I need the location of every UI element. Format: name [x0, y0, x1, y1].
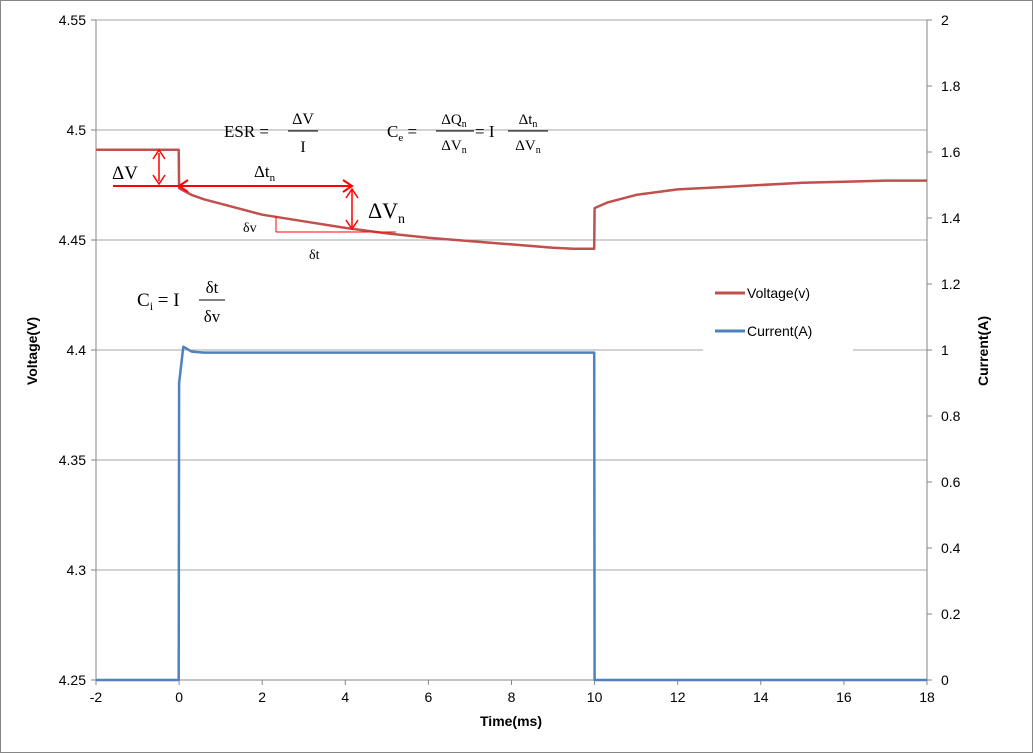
x-tick-label-7: 12 [670, 689, 686, 705]
y2-tick-label-4: 0.8 [941, 408, 961, 424]
y2-tick-label-7: 1.4 [941, 210, 961, 226]
esr-equation: ESR = ΔV I [224, 111, 318, 156]
y2-tick-label-1: 0.2 [941, 606, 961, 622]
y2-tick-label-2: 0.4 [941, 540, 961, 556]
y2-tick-label-0: 0 [941, 672, 949, 688]
x-tick-label-1: 0 [175, 689, 183, 705]
x-tick-label-4: 6 [425, 689, 433, 705]
y2-tick-label-6: 1.2 [941, 276, 961, 292]
x-axis-title: Time(ms) [480, 713, 542, 729]
legend-background [703, 270, 853, 354]
y2-tick-label-5: 1 [941, 342, 949, 358]
ce-lhs: Ce = [387, 122, 417, 144]
esr-lhs: ESR = [224, 122, 269, 141]
y-tick-labels: 4.25 4.3 4.35 4.4 4.45 4.5 4.55 [59, 12, 96, 688]
x-tick-label-10: 18 [919, 689, 935, 705]
ce-den1: ΔVn [441, 138, 466, 156]
x-tick-label-0: -2 [90, 689, 103, 705]
small-dv-label: δv [243, 221, 257, 236]
delta-tn-arrowhead-left [177, 179, 189, 193]
y-tick-label-5: 4.5 [67, 122, 87, 138]
ci-equation: Ci = I δt δv [137, 278, 225, 326]
delta-tn-label: Δtn [254, 162, 276, 184]
delta-vn-arrowhead-bottom [345, 219, 359, 231]
y2-tick-label-10: 2 [941, 12, 949, 28]
ci-numerator: δt [206, 278, 219, 297]
y2-tick-label-8: 1.6 [941, 144, 961, 160]
y2-tick-label-9: 1.8 [941, 78, 961, 94]
legend: Voltage(v) Current(A) [703, 270, 853, 354]
esr-denominator: I [300, 139, 305, 156]
series-line-current-a [96, 345, 927, 682]
x-tick-label-8: 14 [753, 689, 769, 705]
y-tick-label-0: 4.25 [59, 672, 86, 688]
ci-lhs: Ci = I [137, 290, 180, 313]
delta-vn-arrowhead-top [345, 187, 359, 199]
delta-v-label: ΔV [112, 163, 138, 184]
y-tick-label-3: 4.4 [67, 342, 87, 358]
delta-v-arrowhead-bottom [152, 174, 166, 186]
annotations: ESR = ΔV I Ce = ΔQn ΔVn = I Δtn ΔVn Ci =… [112, 111, 548, 326]
ce-mid: = I [475, 122, 495, 141]
y-axis-title: Voltage(V) [24, 317, 40, 385]
y2-tick-labels: 0 0.2 0.4 0.6 0.8 1 1.2 1.4 1.6 1.8 2 [927, 12, 961, 688]
x-tick-label-9: 16 [836, 689, 852, 705]
ce-num1: ΔQn [441, 112, 466, 130]
ce-equation: Ce = ΔQn ΔVn = I Δtn ΔVn [387, 112, 548, 156]
y2-tick-label-3: 0.6 [941, 474, 961, 490]
delta-v-arrowhead-top [152, 148, 166, 160]
ci-denominator: δv [204, 307, 221, 326]
ce-num2: Δtn [519, 112, 538, 130]
x-tick-label-2: 2 [258, 689, 266, 705]
delta-vn-label: ΔVn [368, 198, 405, 227]
y-tick-label-6: 4.55 [59, 12, 86, 28]
small-dt-label: δt [309, 248, 320, 263]
esr-numerator: ΔV [292, 111, 314, 128]
y-tick-label-1: 4.3 [67, 562, 87, 578]
y2-axis-title: Current(A) [975, 316, 991, 386]
legend-label-voltage: Voltage(v) [747, 285, 810, 301]
y-tick-label-2: 4.35 [59, 452, 86, 468]
legend-label-current: Current(A) [747, 323, 812, 339]
x-tick-label-3: 4 [341, 689, 349, 705]
x-tick-label-5: 8 [508, 689, 516, 705]
delta-tn-arrowhead-right [342, 179, 354, 193]
ce-den2: ΔVn [515, 138, 540, 156]
x-tick-labels: -2 0 2 4 6 8 10 12 14 16 18 [90, 680, 935, 705]
y-tick-label-4: 4.45 [59, 232, 86, 248]
x-tick-label-6: 10 [587, 689, 603, 705]
